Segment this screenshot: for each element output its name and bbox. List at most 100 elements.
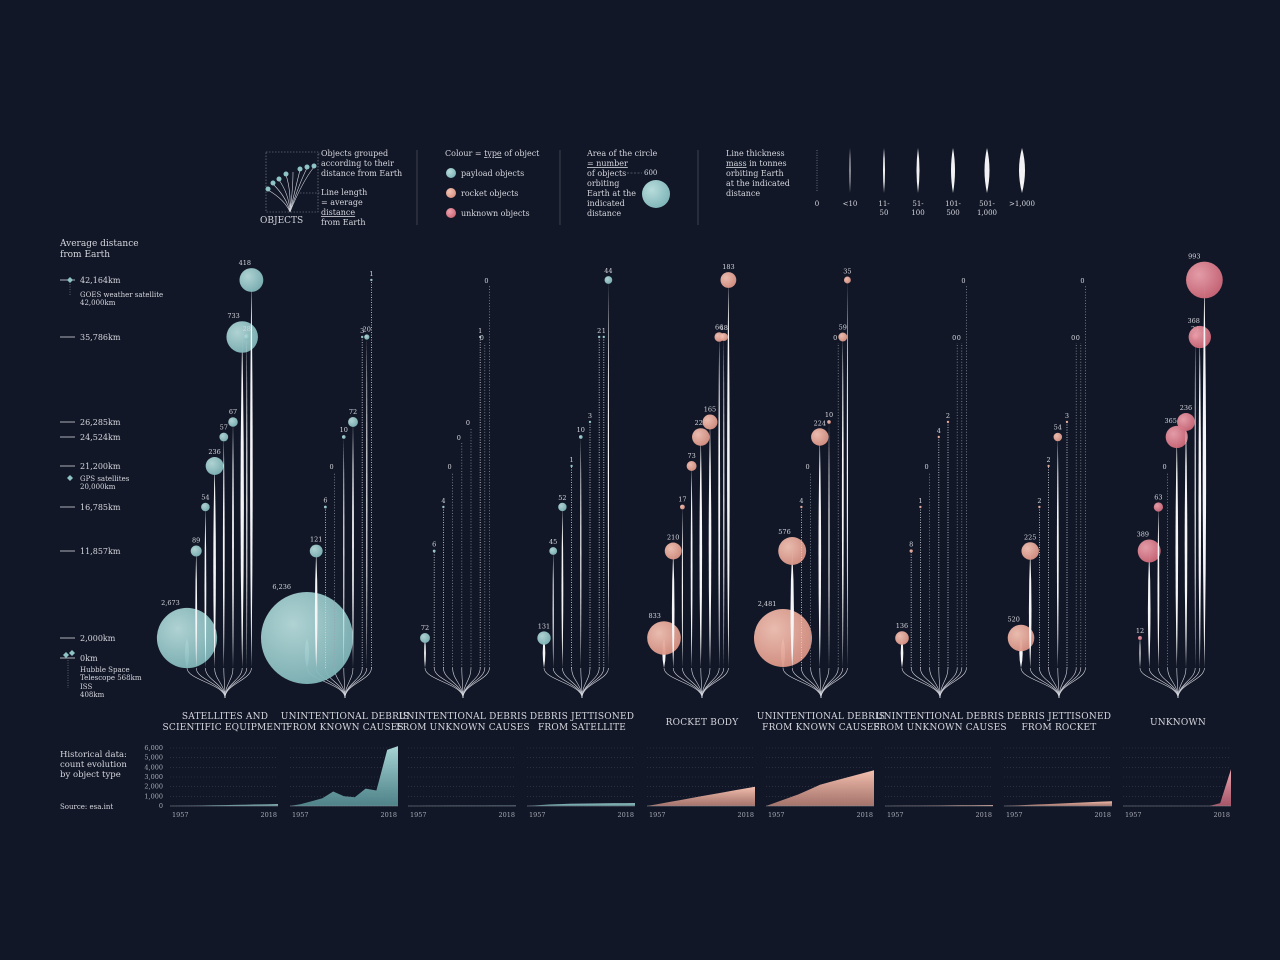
history-x-end: 2018	[975, 811, 992, 819]
count-label: 17	[678, 496, 686, 504]
thickness-text-2: mass in tonnes	[726, 159, 787, 168]
count-label: 1	[602, 327, 606, 335]
grouped-text-2: according to their	[321, 159, 394, 168]
count-bubble	[341, 435, 346, 439]
count-bubble	[647, 621, 681, 655]
count-label: 1	[369, 270, 373, 278]
category-label: ROCKET BODY	[666, 718, 740, 728]
thickness-mark	[1019, 148, 1025, 193]
count-bubble	[811, 428, 829, 446]
root-curve	[1177, 667, 1196, 699]
thickness-text-3: orbiting Earth	[726, 169, 784, 178]
root-curve	[920, 667, 941, 699]
count-bubble	[602, 335, 605, 339]
area-text-3: of objects	[587, 169, 626, 178]
count-label: 20	[363, 325, 371, 333]
thickness-label: 500	[946, 209, 959, 217]
area-text-7: distance	[587, 209, 621, 218]
history-y-tick: 3,000	[144, 773, 163, 781]
root-curve	[939, 667, 958, 699]
root-curve	[701, 667, 729, 699]
category-label: UNKNOWN	[1150, 718, 1206, 728]
count-label: 3	[360, 327, 364, 335]
count-bubble	[1065, 420, 1069, 424]
stem	[314, 551, 318, 668]
thickness-label: >1,000	[1009, 200, 1035, 208]
count-bubble	[348, 417, 358, 427]
axis-tick-label: 11,857km	[80, 547, 121, 556]
count-bubble	[895, 631, 909, 645]
stem	[1184, 422, 1188, 668]
count-label: 165	[704, 406, 716, 414]
stem	[240, 337, 244, 668]
thickness-text-5: distance	[726, 189, 760, 198]
thickness-label: 501-	[979, 200, 995, 208]
count-label: 54	[201, 494, 209, 502]
root-curve	[1148, 667, 1179, 699]
count-bubble	[190, 545, 202, 557]
root-curve	[443, 667, 464, 699]
thickness-mark	[883, 148, 885, 193]
history-title-1: Historical data:	[60, 750, 127, 760]
count-label: 6,236	[272, 583, 291, 591]
history-area	[1123, 769, 1231, 806]
count-bubble	[1047, 464, 1050, 468]
axis-tick-label: 2,000km	[80, 634, 116, 643]
count-label: 0	[1076, 334, 1080, 342]
count-label: 993	[1188, 253, 1200, 261]
count-label: 1	[918, 497, 922, 505]
count-label: 6	[323, 497, 327, 505]
count-label: 35	[843, 268, 851, 276]
axis-title-1: Average distance	[59, 239, 139, 249]
count-label: 89	[192, 537, 200, 545]
root-curve	[820, 667, 839, 699]
count-label: 0	[448, 463, 452, 471]
thickness-mark	[916, 148, 920, 193]
category-label: FROM SATELLITE	[538, 723, 626, 733]
count-bubble	[800, 505, 803, 509]
count-bubble	[946, 420, 950, 424]
count-label: 0	[952, 334, 956, 342]
axis-tick-label: 0km	[80, 654, 98, 663]
stem	[1157, 507, 1160, 668]
stem	[552, 551, 554, 668]
category-group: 6,236 121 6 0 10 72 320 1	[261, 270, 373, 699]
root-curve	[1177, 667, 1201, 699]
root-curve	[224, 667, 252, 699]
category-label: DEBRIS JETTISONED	[1007, 712, 1111, 722]
axis-title-2: from Earth	[60, 250, 110, 260]
count-label: 0	[957, 334, 961, 342]
count-bubble	[1177, 413, 1195, 431]
count-bubble	[226, 321, 258, 353]
area-text-2: = number	[587, 159, 628, 168]
stem	[580, 437, 582, 668]
count-label: 66	[715, 323, 723, 331]
stem	[246, 337, 248, 668]
root-curve	[433, 667, 464, 699]
root-curve	[186, 667, 226, 699]
payload-swatch	[446, 168, 456, 178]
history-y-tick: 5,000	[144, 754, 163, 762]
history-x-end: 2018	[260, 811, 277, 819]
root-curve	[672, 667, 703, 699]
objects-label: OBJECTS	[260, 216, 303, 226]
axis-tick-label: 21,200km	[80, 462, 121, 471]
history-title-2: count evolution	[60, 760, 127, 770]
count-label: 226	[695, 419, 707, 427]
area-text-6: indicated	[587, 199, 625, 208]
thickness-label: <10	[843, 200, 858, 208]
stem	[1198, 337, 1202, 668]
category-label: FROM ROCKET	[1021, 723, 1096, 733]
legend: OBJECTS Objects grouped according to the…	[260, 148, 1035, 227]
category-groups: 2,67389542365767733284186,23612160107232…	[156, 253, 1223, 699]
count-bubble	[702, 414, 718, 430]
history-area	[290, 746, 398, 806]
count-label: 520	[1007, 616, 1019, 624]
history-chart: 1957 2018	[290, 746, 398, 819]
stem	[671, 551, 675, 668]
root-curve	[581, 667, 609, 699]
count-label: 136	[896, 622, 908, 630]
history-area	[1004, 801, 1112, 806]
